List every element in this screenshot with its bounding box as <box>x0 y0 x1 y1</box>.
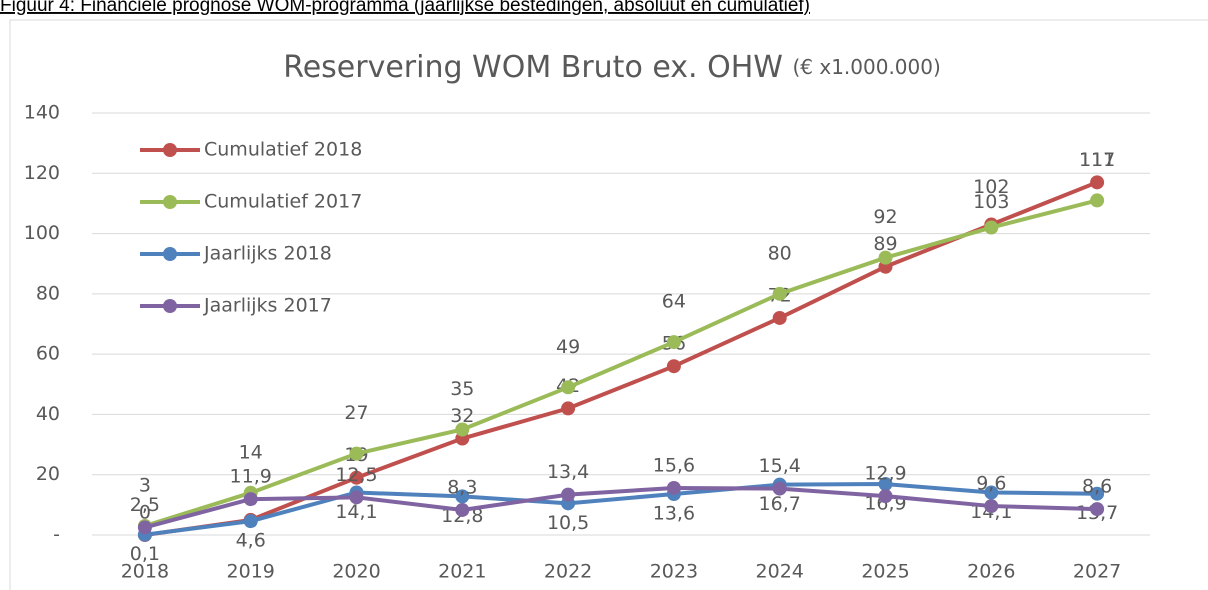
point <box>349 490 364 505</box>
point <box>772 286 787 301</box>
legend-label: Cumulatief 2018 <box>204 139 362 161</box>
data-label: 35 <box>450 378 474 400</box>
data-label: 8,3 <box>447 476 477 498</box>
series-line <box>144 198 1098 528</box>
data-label: 64 <box>662 291 686 313</box>
point <box>561 487 576 502</box>
data-label: 3 <box>139 474 151 496</box>
data-label: 0,1 <box>130 543 160 565</box>
data-label: 16,7 <box>759 493 801 515</box>
point <box>1090 193 1105 208</box>
point <box>349 446 364 461</box>
point <box>1090 502 1105 517</box>
point <box>1090 175 1105 190</box>
y-tick-label: 40 <box>36 403 60 425</box>
point <box>243 514 258 529</box>
point <box>666 480 681 495</box>
data-label: 12,9 <box>864 463 906 485</box>
point <box>984 220 999 235</box>
point <box>772 481 787 496</box>
data-label: 49 <box>556 336 580 358</box>
x-tick-label: 2020 <box>332 561 380 583</box>
x-tick-label: 2027 <box>1073 561 1121 583</box>
point <box>984 485 999 500</box>
chart-title: Reservering WOM Bruto ex. OHW (€ x1.000.… <box>283 50 941 85</box>
point <box>666 335 681 350</box>
point <box>1090 486 1105 501</box>
x-tick-label: 2026 <box>967 561 1015 583</box>
y-tick-label: 60 <box>36 343 60 365</box>
legend-marker <box>163 247 177 261</box>
data-label: 13,6 <box>653 503 695 525</box>
x-tick-label: 2019 <box>227 561 275 583</box>
data-label: 0 <box>139 502 151 524</box>
y-tick-label: 100 <box>24 222 60 244</box>
data-label: 10,5 <box>547 512 589 534</box>
data-label: 8,6 <box>1082 476 1112 498</box>
data-label: 102 <box>973 176 1009 198</box>
point <box>772 310 787 325</box>
data-label: 117 <box>1079 149 1115 171</box>
data-label: 12,5 <box>335 464 377 486</box>
data-label: 32 <box>450 405 474 427</box>
y-tick-label: 120 <box>24 162 60 184</box>
legend-label: Jaarlijks 2018 <box>203 243 332 265</box>
data-label: 92 <box>873 206 897 228</box>
legend-marker <box>163 143 177 157</box>
data-label: 2,5 <box>130 494 160 516</box>
point <box>878 489 893 504</box>
data-label: 89 <box>873 233 897 255</box>
data-label: 111 <box>1079 149 1115 171</box>
x-tick-label: 2024 <box>756 561 804 583</box>
x-tick-label: 2025 <box>861 561 909 583</box>
point <box>455 422 470 437</box>
point <box>878 250 893 265</box>
data-label: 14,1 <box>335 501 377 523</box>
y-tick-label: 80 <box>36 282 60 304</box>
point <box>349 470 364 485</box>
data-label: 14 <box>239 441 263 463</box>
series-line <box>144 482 1098 537</box>
data-label: 15,6 <box>653 454 695 476</box>
point <box>561 380 576 395</box>
point <box>666 359 681 374</box>
legend-marker <box>163 299 177 313</box>
point <box>561 401 576 416</box>
y-tick-label: 20 <box>36 463 60 485</box>
data-label: 15,4 <box>759 455 801 477</box>
series-line <box>144 485 1098 530</box>
y-tick-label: 140 <box>24 102 60 124</box>
data-label: 4,6 <box>236 530 266 552</box>
point <box>878 477 893 492</box>
point <box>137 520 152 535</box>
title: Reservering WOM Bruto ex. OHW <box>283 50 783 85</box>
point <box>243 492 258 507</box>
point <box>455 489 470 504</box>
x-tick-label: 2023 <box>650 561 698 583</box>
point <box>984 499 999 514</box>
data-label: 27 <box>344 402 368 424</box>
legend-label: Cumulatief 2017 <box>204 191 362 213</box>
data-label: 11,9 <box>230 466 272 488</box>
x-tick-label: 2022 <box>544 561 592 583</box>
point <box>455 502 470 517</box>
data-label: 80 <box>768 242 792 264</box>
data-label: 103 <box>973 191 1009 213</box>
legend-label: Jaarlijks 2017 <box>203 295 332 317</box>
x-tick-label: 2018 <box>121 561 169 583</box>
caption: Figuur 4: Financiële prognose WOM-progra… <box>0 0 810 16</box>
data-label: 9,6 <box>976 473 1006 495</box>
y-tick-label: - <box>53 524 60 546</box>
data-label: 13,4 <box>547 461 589 483</box>
title-unit: (€ x1.000.000) <box>792 55 940 79</box>
legend-marker <box>163 195 177 209</box>
series-line <box>144 180 1098 537</box>
x-tick-label: 2021 <box>438 561 486 583</box>
